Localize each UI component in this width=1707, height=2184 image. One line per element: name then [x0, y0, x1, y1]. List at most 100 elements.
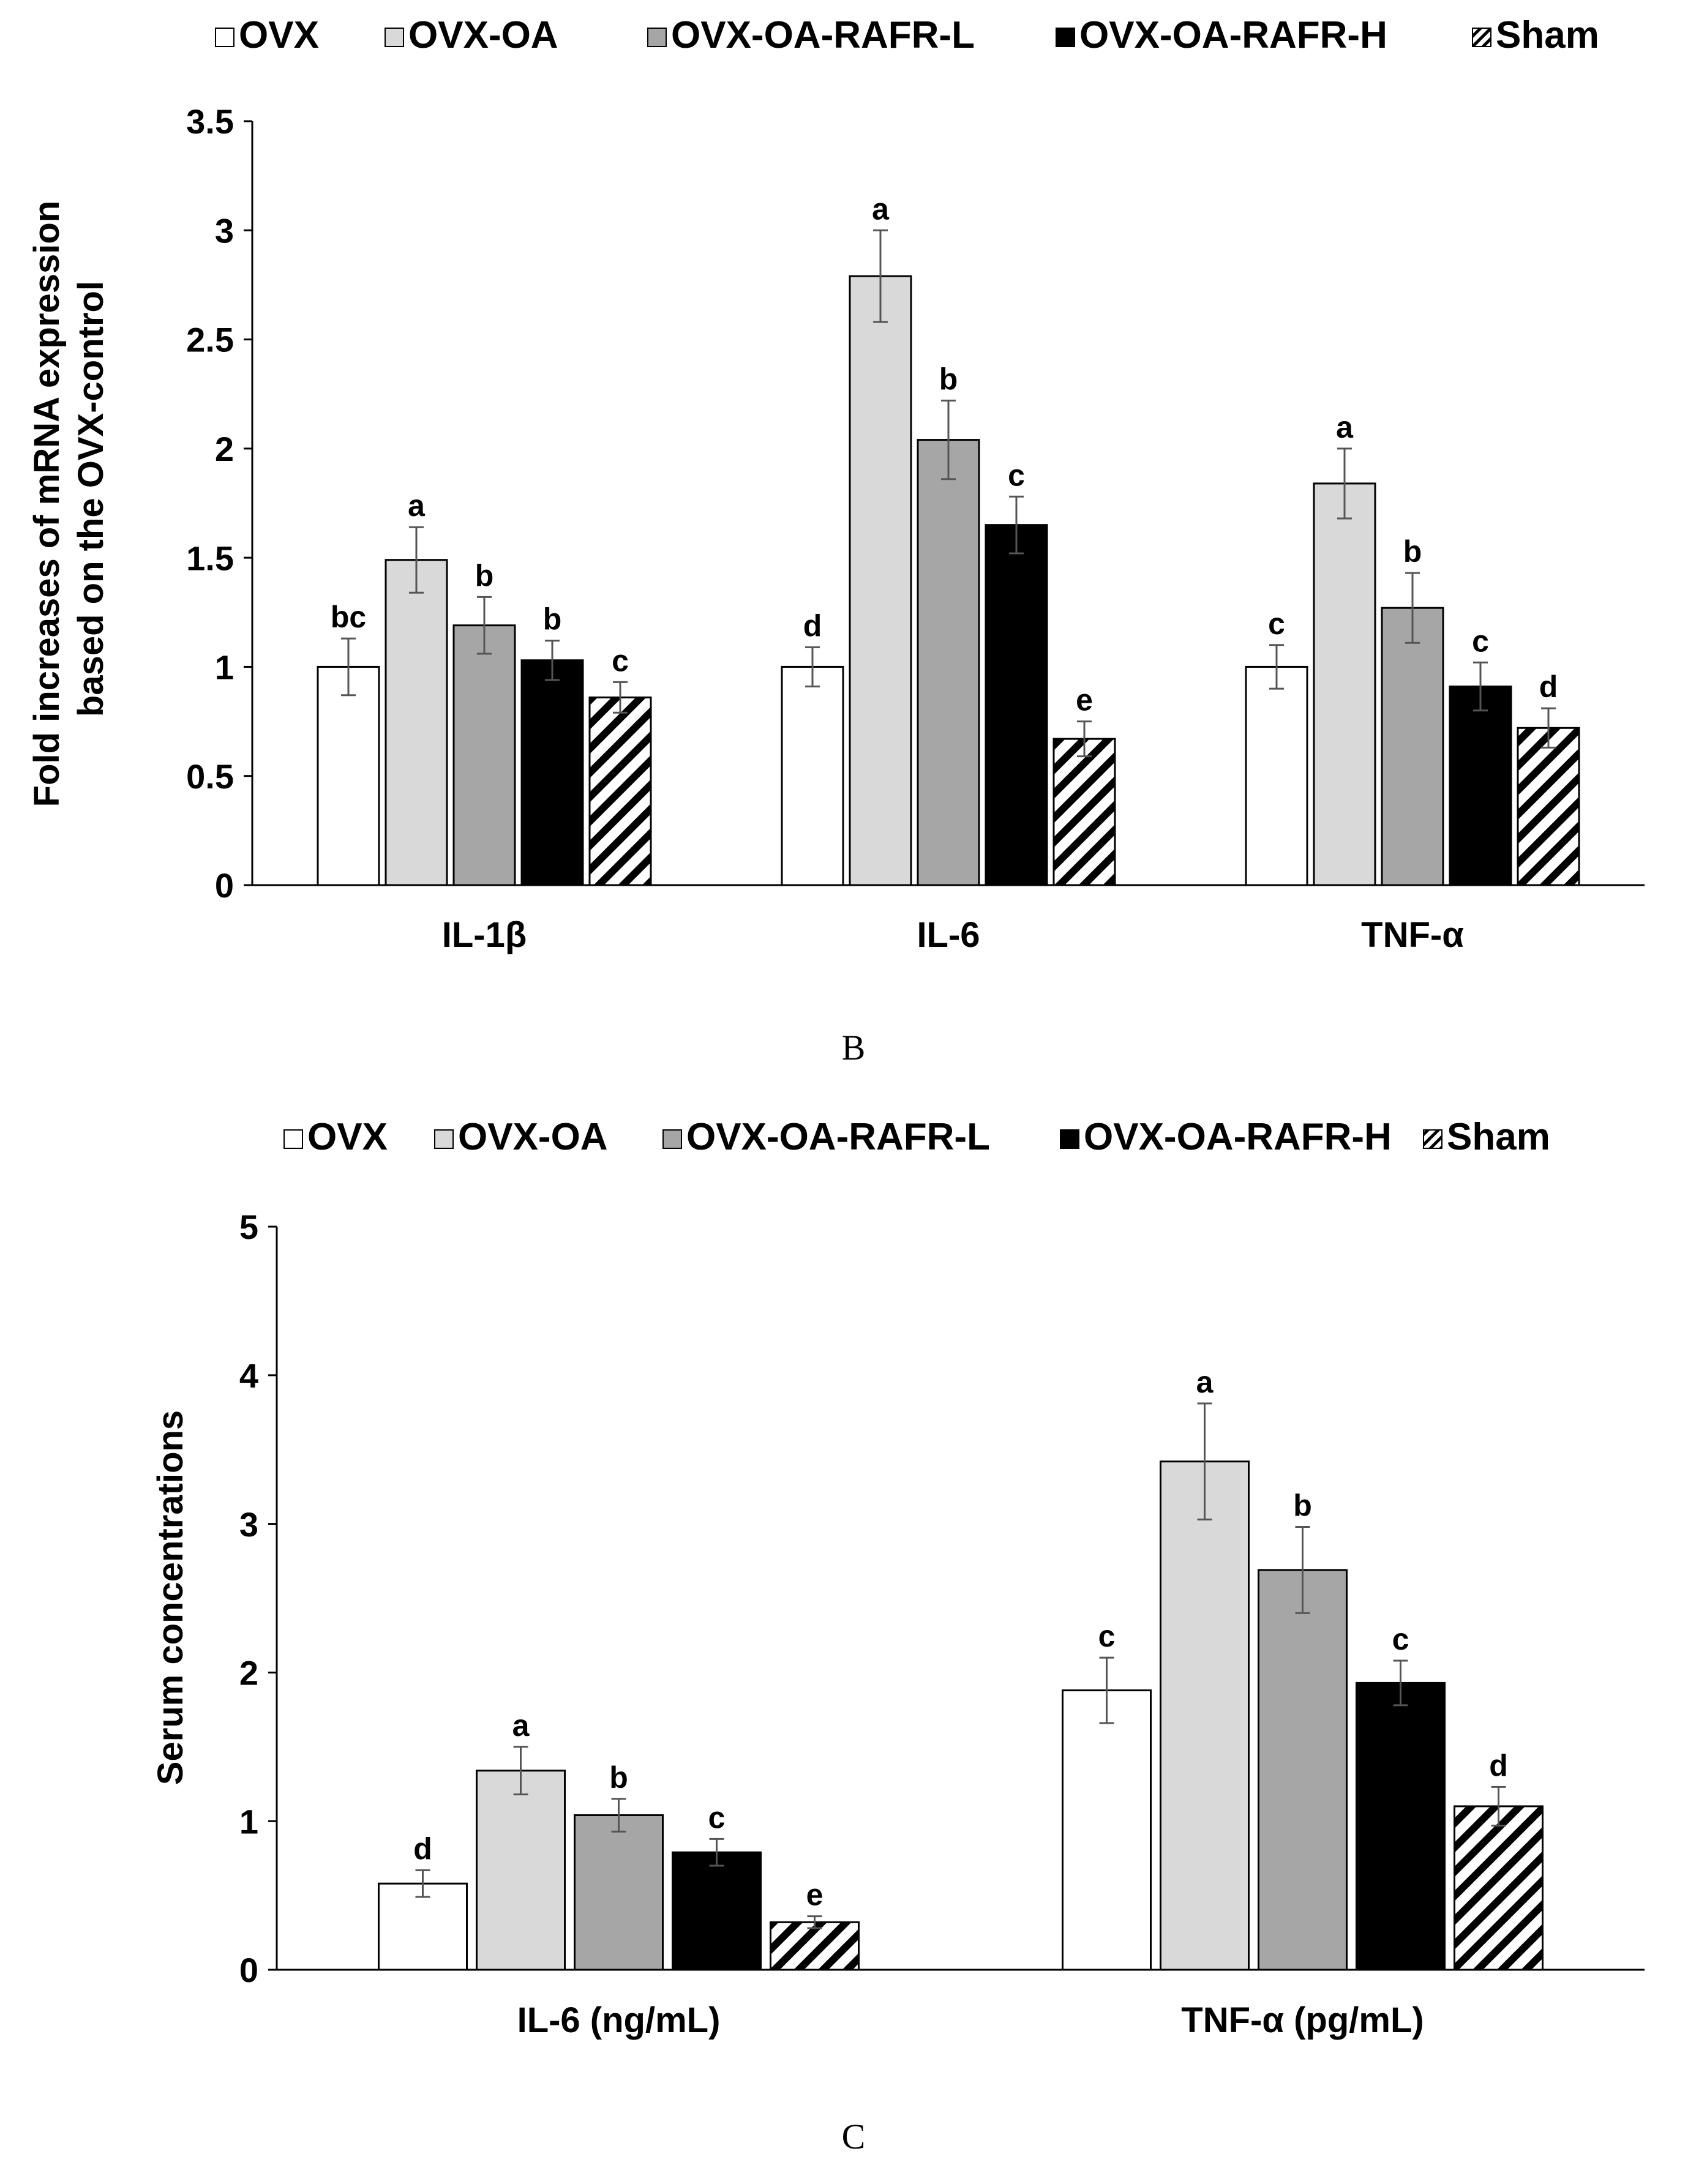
significance-label: b	[1403, 534, 1422, 569]
bar-ovx-oa-rafr-l-tnf-alpha-pg-ml	[1258, 1569, 1348, 1971]
bar-group-ovx-oa-rafr-l-il-6-ng-ml: b	[574, 1760, 664, 1971]
bar-ovx-oa-rafr-l-il-6	[917, 439, 980, 886]
bar-group-ovx-oa-il-1beta: a	[385, 488, 448, 886]
panel-b-caption: B	[842, 1028, 866, 1068]
serum-chart-y-axis: 0 1 2 3 4 5	[239, 1208, 278, 1989]
bar-sham-tnf-alpha	[1517, 727, 1580, 886]
bar-group-sham-il-6-ng-ml: e	[770, 1878, 860, 1971]
bar-group-sham-il-6: e	[1052, 683, 1116, 886]
y-tick-label: 3	[239, 1505, 258, 1544]
bar-ovx-tnf-alpha-pg-ml	[1062, 1689, 1152, 1971]
y-tick-label: 2.5	[186, 321, 234, 359]
significance-label: b	[475, 558, 494, 593]
mrna-chart-y-axis-title: Fold increases of mRNA expression based …	[27, 191, 111, 807]
legend-label-ovx-oa: OVX-OA	[458, 1116, 608, 1158]
panel-c-caption: C	[842, 2117, 866, 2156]
significance-label: bc	[331, 600, 366, 634]
significance-label: d	[1539, 670, 1558, 704]
legend-label-ovx-oa-rafr-l: OVX-OA-RAFR-L	[671, 14, 975, 56]
bar-group-ovx-il-6: d	[781, 608, 844, 886]
y-tick-label: 3	[215, 211, 234, 250]
significance-label: c	[1008, 458, 1025, 492]
legend-swatch-ovx	[283, 1129, 303, 1149]
bar-ovx-il-6-ng-ml	[378, 1882, 468, 1971]
serum-chart-bars: d a b c e c a b c d	[378, 1365, 1544, 1971]
y-tick-label: 1	[215, 648, 234, 687]
bar-ovx-il-1beta	[317, 665, 380, 886]
bar-group-ovx-oa-rafr-l-il-6: b	[917, 362, 980, 886]
significance-label: b	[609, 1760, 628, 1795]
serum-chart-y-axis-title-line-1: Serum concentrations	[151, 1410, 190, 1785]
bar-group-ovx-oa-tnf-alpha-pg-ml: a	[1160, 1365, 1250, 1971]
significance-label: a	[872, 192, 890, 226]
bar-group-ovx-oa-rafr-h-il-6: c	[985, 458, 1048, 886]
bar-group-ovx-oa-tnf-alpha: a	[1313, 410, 1376, 886]
mrna-expression-chart: OVX OVX-OA OVX-OA-RAFR-L OVX-OA-RAFR-H Sham …	[27, 14, 1645, 1068]
legend-swatch-ovx-oa	[385, 28, 404, 47]
significance-label: e	[806, 1878, 823, 1912]
bar-ovx-oa-rafr-l-il-1beta	[452, 624, 516, 886]
serum-chart-y-axis-title: Serum concentrations	[151, 1410, 190, 1785]
serum-chart-x-axis: IL-6 (ng/mL) TNF-α (pg/mL)	[277, 1969, 1645, 2040]
bar-group-ovx-oa-rafr-h-tnf-alpha: c	[1449, 624, 1512, 886]
bar-group-ovx-oa-rafr-h-tnf-alpha-pg-ml: c	[1356, 1622, 1446, 1971]
y-tick-label: 2	[215, 430, 234, 468]
legend-label-ovx-oa-rafr-h: OVX-OA-RAFR-H	[1084, 1116, 1392, 1158]
legend-swatch-ovx	[215, 28, 234, 47]
legend-label-sham: Sham	[1447, 1116, 1550, 1158]
y-tick-label: 2	[239, 1654, 258, 1692]
bar-sham-il-1beta	[588, 696, 652, 886]
legend-label-sham: Sham	[1496, 14, 1599, 56]
bar-group-ovx-il-1beta: bc	[317, 600, 380, 886]
significance-label: c	[1392, 1622, 1409, 1656]
legend-swatch-ovx-oa-rafr-l	[647, 28, 667, 47]
bar-ovx-il-6	[781, 665, 844, 886]
bar-ovx-oa-il-6-ng-ml	[476, 1770, 566, 1971]
mrna-chart-legend: OVX OVX-OA OVX-OA-RAFR-L OVX-OA-RAFR-H Sham	[215, 14, 1599, 56]
bar-ovx-tnf-alpha	[1245, 665, 1308, 886]
mrna-chart-y-axis-title-line-2: based on the OVX-control	[71, 281, 111, 717]
mrna-chart-x-axis: IL-1β IL-6 TNF-α	[252, 884, 1645, 955]
bar-ovx-oa-rafr-h-il-6	[985, 524, 1048, 886]
bar-ovx-oa-rafr-h-tnf-alpha	[1449, 686, 1512, 886]
bar-ovx-oa-rafr-l-tnf-alpha	[1381, 607, 1444, 886]
bar-group-ovx-oa-rafr-h-il-1beta: b	[520, 602, 584, 886]
y-tick-label: 1	[239, 1802, 258, 1841]
bar-group-ovx-il-6-ng-ml: d	[378, 1831, 468, 1971]
legend-swatch-sham	[1472, 28, 1491, 47]
legend-label-ovx-oa-rafr-h: OVX-OA-RAFR-H	[1079, 14, 1387, 56]
significance-label: b	[1293, 1488, 1312, 1522]
significance-label: b	[543, 602, 562, 637]
legend-swatch-ovx-oa-rafr-h	[1056, 28, 1075, 47]
serum-concentration-chart: OVX OVX-OA OVX-OA-RAFR-L OVX-OA-RAFR-H Sham …	[151, 1116, 1645, 2156]
legend-label-ovx-oa: OVX-OA	[408, 14, 558, 56]
serum-chart-legend: OVX OVX-OA OVX-OA-RAFR-L OVX-OA-RAFR-H Sham	[283, 1116, 1550, 1158]
bar-group-ovx-oa-rafr-l-tnf-alpha-pg-ml: b	[1258, 1488, 1348, 1971]
mrna-chart-y-axis: 0 0.5 1 1.5 2 2.5 3 3.5	[186, 102, 253, 905]
bar-sham-il-6	[1052, 738, 1116, 886]
bar-ovx-oa-tnf-alpha	[1313, 482, 1376, 886]
bar-ovx-oa-rafr-h-il-1beta	[520, 659, 584, 886]
significance-label: c	[1268, 607, 1285, 641]
y-tick-label: 3.5	[186, 102, 234, 141]
legend-swatch-sham	[1423, 1129, 1443, 1149]
significance-label: e	[1076, 683, 1093, 717]
significance-label: a	[1196, 1365, 1214, 1399]
bar-group-ovx-oa-rafr-l-il-1beta: b	[452, 558, 516, 886]
bar-group-sham-tnf-alpha: d	[1517, 670, 1580, 886]
bar-group-ovx-oa-il-6-ng-ml: a	[476, 1708, 566, 1971]
y-tick-label: 5	[239, 1208, 258, 1246]
bar-ovx-oa-rafr-l-il-6-ng-ml	[574, 1814, 664, 1971]
x-category-label-tnf-alpha: TNF-α	[1361, 915, 1464, 955]
legend-swatch-ovx-oa	[434, 1129, 454, 1149]
y-tick-label: 4	[239, 1356, 258, 1395]
bar-group-ovx-oa-il-6: a	[849, 192, 912, 886]
x-category-label-tnf-alpha-pg-ml: TNF-α (pg/mL)	[1181, 2000, 1424, 2040]
legend-label-ovx: OVX	[239, 14, 319, 56]
y-tick-label: 0	[239, 1951, 258, 1989]
significance-label: d	[413, 1831, 432, 1866]
bar-group-ovx-tnf-alpha-pg-ml: c	[1062, 1619, 1152, 1971]
significance-label: a	[1336, 410, 1354, 444]
